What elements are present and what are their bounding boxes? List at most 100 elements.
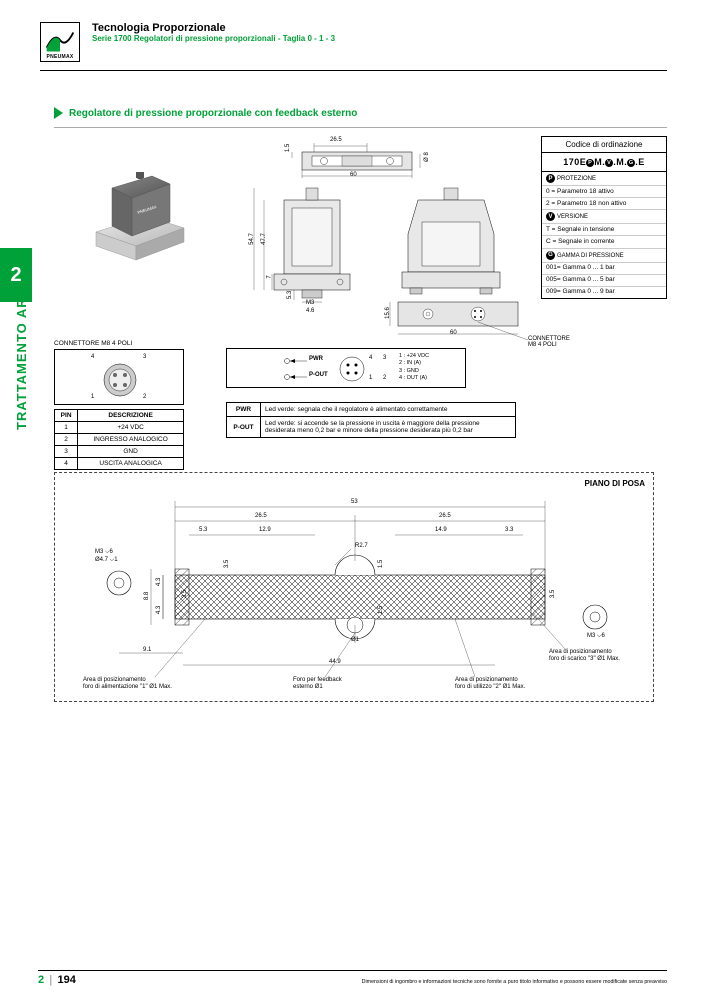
pwr-box: PWR P-OUT 4 3 1 2 1 : +24 VDC 2 : IN (A)… [226, 348, 466, 438]
order-group-title: PROTEZIONE [557, 176, 596, 182]
pwr-diagram: PWR P-OUT 4 3 1 2 1 : +24 VDC 2 : IN (A)… [226, 348, 466, 388]
dim-label: Ø 8 [424, 152, 430, 162]
header-rule [40, 70, 667, 71]
dim-label: 1.5 [285, 144, 291, 152]
pin-cell: 3 [55, 446, 78, 458]
page-number-block: 2 | 194 [38, 974, 76, 986]
section-title-row: Regolatore di pressione proporzionale co… [54, 107, 667, 119]
dim-label: Ø1 [351, 637, 359, 643]
dim-label: 9.1 [143, 647, 151, 653]
piano-di-posa: PIANO DI POSA [54, 472, 654, 702]
drawing-side-view [394, 182, 514, 302]
dim-label: 5.3 [199, 527, 207, 533]
order-group-head: GGAMMA DI PRESSIONE [542, 249, 666, 263]
piano-note: Foro per feedback esterno Ø1 [293, 677, 342, 691]
dim-label: 53 [351, 499, 358, 505]
pwr-label: PWR [309, 356, 323, 362]
order-row: 009= Gamma 0 ... 9 bar [542, 287, 666, 298]
footer-chapter: 2 [38, 974, 44, 986]
order-group-head: PPROTEZIONE [542, 172, 666, 186]
order-title: Codice di ordinazione [542, 137, 666, 153]
led-desc: Led verde: segnala che il regolatore è a… [261, 403, 516, 417]
order-row: 005= Gamma 0 ... 5 bar [542, 275, 666, 287]
pin-cell: 1 [55, 422, 78, 434]
header-subtitle: Serie 1700 Regolatori di pressione propo… [92, 34, 335, 43]
dim-label: 7 [267, 275, 273, 278]
footer-disclaimer: Dimensioni di ingombro e informazioni te… [362, 979, 667, 985]
order-row: T = Segnale in tensione [542, 224, 666, 236]
piano-note: Area di posizionamento foro di scarico "… [549, 649, 620, 663]
legend-row: 2 : IN (A) [399, 360, 429, 367]
piano-note: Area di posizionamento foro di alimentaz… [83, 677, 172, 691]
order-badge-v: V [605, 159, 613, 167]
order-badge-icon: V [546, 212, 555, 221]
pin-cell: USCITA ANALOGICA [78, 458, 184, 470]
pin-cell: 4 [55, 458, 78, 470]
dim-label: 1.5 [378, 560, 384, 568]
dim-label: 3.5 [224, 560, 230, 568]
piano-title: PIANO DI POSA [585, 479, 645, 488]
dim-label: M3 [306, 300, 314, 306]
dim-label: M3 ⌵6 [587, 633, 605, 640]
pout-label: P-OUT [309, 372, 328, 378]
pin-col-header: PIN [55, 410, 78, 422]
drawing-top-view: 26.5 60 1.5 Ø 8 [272, 140, 442, 180]
led-key: PWR [227, 403, 261, 417]
dim-label: 60 [450, 330, 457, 336]
dim-label: 8.8 [144, 592, 150, 600]
dim-label: R2.7 [355, 543, 368, 549]
piano-note: Area di posizionamento foro di utilizzo … [455, 677, 525, 691]
dim-label: 3.3 [505, 527, 513, 533]
pin-col-header: DESCRIZIONE [78, 410, 184, 422]
order-badge-icon: G [546, 251, 555, 260]
pin-cell: +24 VDC [78, 422, 184, 434]
order-badge-g: G [627, 159, 635, 167]
order-row: 2 = Parametro 18 non attivo [542, 198, 666, 210]
order-group-title: GAMMA DI PRESSIONE [557, 253, 624, 259]
dim-label: 26.5 [439, 513, 451, 519]
legend-row: 1 : +24 VDC [399, 353, 429, 360]
led-desc: Led verde: si accende se la pressione in… [261, 417, 516, 438]
header-title: Tecnologia Proporzionale [92, 22, 335, 34]
dim-label: 1.5 [378, 606, 384, 614]
led-key: P-OUT [227, 417, 261, 438]
order-group: PPROTEZIONE 0 = Parametro 18 attivo 2 = … [542, 172, 666, 298]
pin-num: 3 [383, 355, 386, 361]
order-row: 001= Gamma 0 ... 1 bar [542, 263, 666, 275]
dim-label: CONNETTORE M8 4 POLI [528, 336, 570, 348]
dim-label: 15.6 [385, 307, 391, 319]
dim-label: 4.3 [156, 606, 162, 614]
dim-label: Ø4.7 ⌵1 [95, 557, 118, 564]
pin-num: 2 [143, 394, 146, 400]
pin-num: 4 [91, 354, 94, 360]
header-text: Tecnologia Proporzionale Serie 1700 Rego… [92, 22, 335, 43]
dim-label: 4.3 [156, 578, 162, 586]
footer-rule [38, 970, 667, 971]
order-badge-p: P [586, 159, 594, 167]
pin-num: 1 [91, 394, 94, 400]
pin-num: 1 [369, 375, 372, 381]
order-row: 0 = Parametro 18 attivo [542, 186, 666, 198]
dim-label: M3 ⌵6 [95, 549, 113, 556]
order-code-prefix: 170E [563, 157, 586, 167]
page-header: PNEUMAX Tecnologia Proporzionale Serie 1… [0, 0, 707, 68]
dim-label: 3.5 [182, 590, 188, 598]
pin-cell: 2 [55, 434, 78, 446]
order-group-head: VVERSIONE [542, 210, 666, 224]
dim-label: 5.3 [287, 291, 293, 299]
order-badge-icon: P [546, 174, 555, 183]
order-row: C = Segnale in corrente [542, 236, 666, 248]
brand-name: PNEUMAX [41, 54, 79, 60]
pin-cell: GND [78, 446, 184, 458]
order-code: 170EPM.V.M.G.E [542, 153, 666, 172]
drawing-front-view: 47.7 54.7 7 M3 4.6 5.3 [244, 182, 374, 312]
page-footer: 2 | 194 Dimensioni di ingombro e informa… [38, 970, 667, 986]
dim-label: 3.5 [550, 590, 556, 598]
pin-num: 2 [383, 375, 386, 381]
order-code-box: Codice di ordinazione 170EPM.V.M.G.E PPR… [541, 136, 667, 299]
section-title: Regolatore di pressione proporzionale co… [69, 108, 357, 119]
dim-label: 12.9 [259, 527, 271, 533]
dim-label: 54.7 [249, 233, 255, 245]
connector-diagram: 4 3 1 2 [54, 349, 184, 405]
led-table: PWRLed verde: segnala che il regolatore … [226, 402, 516, 438]
